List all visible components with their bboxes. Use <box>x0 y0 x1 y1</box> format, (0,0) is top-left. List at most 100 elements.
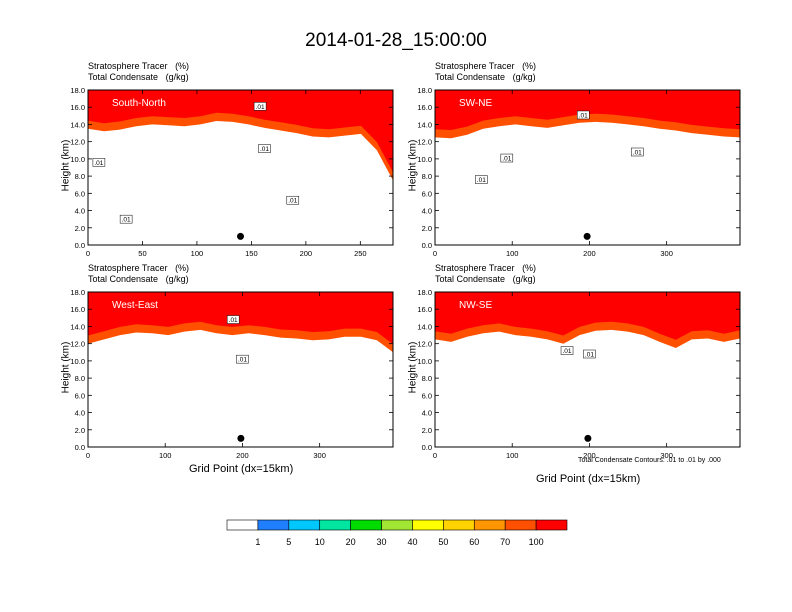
y-tick-label: 6.0 <box>75 189 85 198</box>
y-tick-label: 18.0 <box>70 288 85 297</box>
contour-label: .01 <box>585 352 594 359</box>
x-tick-label: 250 <box>354 249 367 258</box>
x-tick-label: 0 <box>433 249 437 258</box>
y-tick-label: 0.0 <box>422 443 432 452</box>
panel-header: Stratosphere Tracer (%) Total Condensate… <box>435 61 537 82</box>
colorbar-swatch <box>504 519 537 531</box>
x-tick-label: 0 <box>86 451 90 460</box>
contour-label: .01 <box>288 198 297 205</box>
contour-label: .01 <box>256 104 265 111</box>
contour-label: .01 <box>477 177 486 184</box>
x-axis-label: Grid Point (dx=15km) <box>189 463 294 475</box>
y-axis-label: Height (km) <box>407 139 419 192</box>
contour-label: .01 <box>238 357 247 364</box>
contour-label-box <box>92 158 106 167</box>
contour-label-box <box>253 102 267 111</box>
panel-header: Stratosphere Tracer (%) Total Condensate… <box>88 61 190 82</box>
contour-label: .01 <box>122 217 131 224</box>
x-tick-label: 200 <box>583 249 596 258</box>
tracer-band <box>88 90 393 173</box>
location-marker <box>237 232 244 240</box>
y-tick-label: 16.0 <box>70 103 85 112</box>
colorbar-swatch <box>319 519 351 531</box>
y-tick-label: 4.0 <box>422 207 432 216</box>
contour-label: .01 <box>633 150 642 157</box>
y-tick-label: 14.0 <box>417 322 432 331</box>
location-marker <box>583 232 591 240</box>
location-marker <box>237 434 245 442</box>
colorbar-tick-label: 50 <box>438 537 449 547</box>
y-tick-label: 8.0 <box>422 374 432 383</box>
y-tick-label: 8.0 <box>422 172 432 181</box>
colorbar-swatch <box>257 519 290 531</box>
colorbar <box>226 519 568 531</box>
contour-label-box <box>475 175 488 184</box>
x-tick-label: 100 <box>191 249 204 258</box>
y-tick-label: 10.0 <box>70 357 85 366</box>
tracer-band <box>88 292 393 345</box>
colorbar-tick-label: 1 <box>255 537 261 547</box>
chart-panel-nw-se: Stratosphere Tracer (%) Total Condensate… <box>408 263 741 485</box>
contour-label-box <box>500 153 514 163</box>
contour-label: .01 <box>579 112 588 119</box>
contour-label: .01 <box>229 317 238 324</box>
colorbar-swatch <box>535 519 568 531</box>
colorbar-swatch <box>350 519 382 531</box>
y-axis-label: Height (km) <box>60 139 72 192</box>
colorbar-tick-label: 5 <box>286 537 292 547</box>
y-tick-label: 10.0 <box>417 357 432 366</box>
x-tick-label: 300 <box>660 451 673 460</box>
x-tick-label: 300 <box>313 451 326 460</box>
tracer-band <box>435 90 740 130</box>
y-tick-label: 4.0 <box>422 409 432 418</box>
chart-plot-sw-ne: .01 .01 .01 .01 SW-NE 0.0 2.0 4.0 6.0 8.0 10.0 12.0… <box>417 86 741 258</box>
colorbar-swatch <box>473 519 506 531</box>
y-tick-label: 16.0 <box>70 305 85 314</box>
contour-note: Total Condensate Contours: .01 to .01 by… <box>578 457 721 464</box>
contour-label-box <box>577 110 590 120</box>
panel-header: Stratosphere Tracer (%) Total Condensate… <box>435 263 537 284</box>
y-tick-label: 10.0 <box>70 155 85 164</box>
x-tick-label: 0 <box>86 249 90 258</box>
section-label: SW-NE <box>459 98 492 109</box>
colorbar-swatch <box>288 519 321 531</box>
contour-label: .01 <box>260 146 269 153</box>
tracer-band <box>435 292 740 340</box>
contour-label-box <box>119 214 133 224</box>
chart-panel-sw-ne: Stratosphere Tracer (%) Total Condensate… <box>408 61 741 258</box>
y-tick-label: 16.0 <box>417 103 432 112</box>
y-tick-label: 2.0 <box>75 224 85 233</box>
contour-label-box <box>286 195 300 205</box>
contour-label-box <box>560 346 574 355</box>
colorbar-swatch <box>381 519 413 531</box>
y-tick-label: 8.0 <box>75 172 85 181</box>
location-marker <box>584 434 592 442</box>
colorbar-tick-label: 30 <box>376 537 387 547</box>
y-tick-label: 6.0 <box>75 391 85 400</box>
contour-label: .01 <box>563 348 572 355</box>
y-tick-label: 4.0 <box>75 409 85 418</box>
plot-frame <box>87 89 394 246</box>
contour-label-box <box>226 315 240 324</box>
y-tick-label: 6.0 <box>422 189 432 198</box>
y-tick-label: 12.0 <box>70 340 85 349</box>
panel-header: Stratosphere Tracer (%) Total Condensate… <box>88 263 190 284</box>
x-tick-label: 100 <box>159 451 172 460</box>
x-tick-label: 0 <box>433 451 437 460</box>
section-label: West-East <box>112 300 158 311</box>
y-tick-label: 12.0 <box>417 138 432 147</box>
chart-plot-west-east: .01 .01 West-East 0.0 2.0 4.0 6.0 8.0 10.0 12.0 14… <box>70 288 394 460</box>
x-tick-label: 300 <box>660 249 673 258</box>
colorbar-tick-label: 10 <box>314 537 325 547</box>
y-axis-label: Height (km) <box>60 341 72 394</box>
y-tick-label: 2.0 <box>422 426 432 435</box>
chart-panel-west-east: Stratosphere Tracer (%) Total Condensate… <box>61 263 394 475</box>
contour-label-box <box>258 144 271 153</box>
colorbar-tick-label: 100 <box>528 537 544 547</box>
section-label: South-North <box>112 98 166 109</box>
y-axis-label: Height (km) <box>407 341 419 394</box>
colorbar-swatch <box>443 519 475 531</box>
x-tick-label: 200 <box>236 451 249 460</box>
colorbar-swatch <box>412 519 444 531</box>
y-tick-label: 14.0 <box>70 120 85 129</box>
